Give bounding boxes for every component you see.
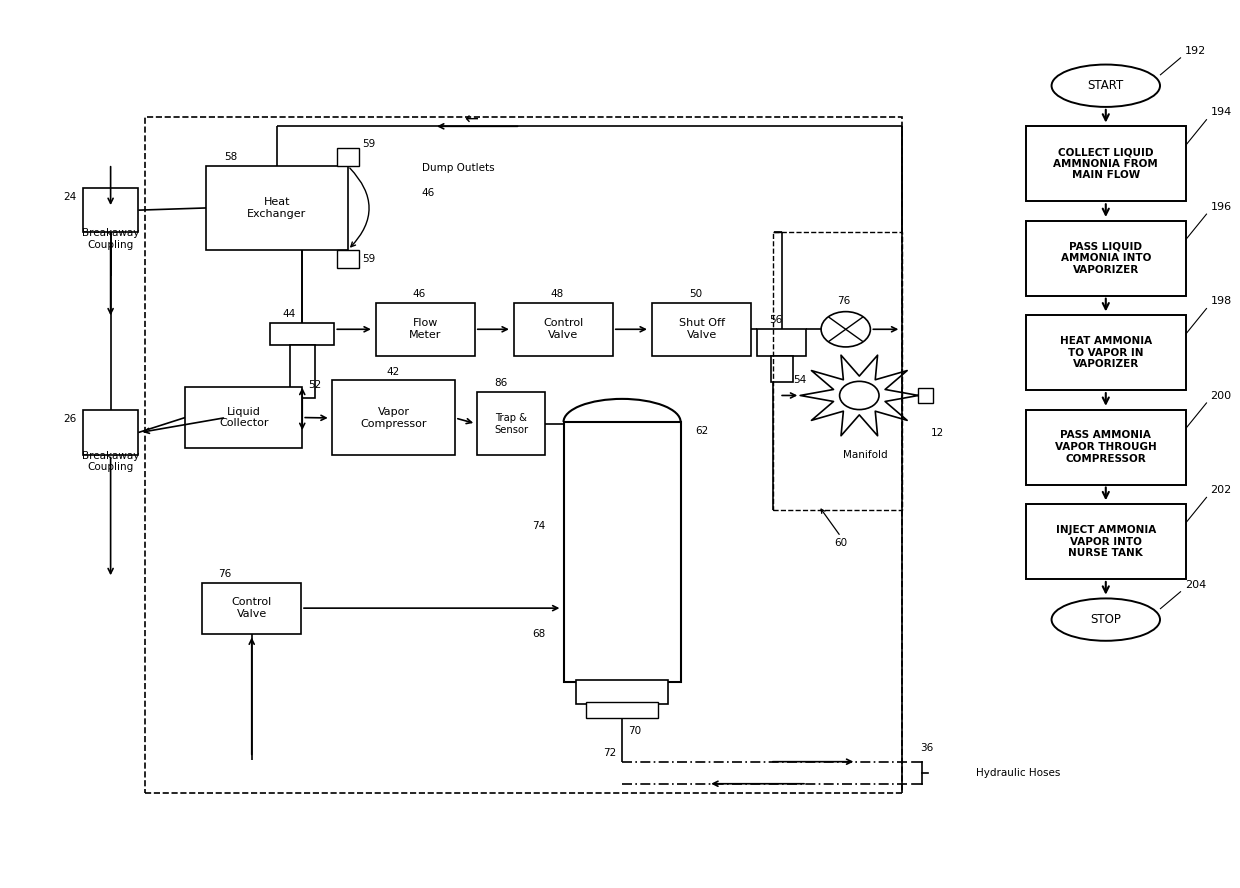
Text: Flow
Meter: Flow Meter bbox=[409, 319, 441, 340]
Bar bbox=[1025, 221, 1185, 296]
Bar bbox=[83, 188, 139, 233]
Ellipse shape bbox=[1052, 65, 1159, 107]
Text: 48: 48 bbox=[551, 289, 564, 299]
Text: 76: 76 bbox=[218, 568, 231, 579]
Bar bbox=[563, 422, 681, 682]
Text: 198: 198 bbox=[1210, 297, 1231, 306]
Bar bbox=[290, 345, 315, 398]
Bar bbox=[185, 386, 303, 448]
Bar bbox=[1025, 126, 1185, 202]
Text: Shut Off
Valve: Shut Off Valve bbox=[678, 319, 724, 340]
Text: Manifold: Manifold bbox=[843, 450, 888, 461]
Bar bbox=[756, 329, 806, 356]
Text: HEAT AMMONIA
TO VAPOR IN
VAPORIZER: HEAT AMMONIA TO VAPOR IN VAPORIZER bbox=[1060, 336, 1152, 369]
Bar bbox=[145, 117, 903, 793]
Text: 44: 44 bbox=[283, 309, 296, 319]
Bar bbox=[270, 322, 335, 345]
Bar bbox=[652, 303, 751, 356]
Text: Breakaway
Coupling: Breakaway Coupling bbox=[82, 451, 139, 472]
Text: 202: 202 bbox=[1210, 485, 1231, 496]
Text: STOP: STOP bbox=[1090, 613, 1121, 626]
Bar bbox=[770, 356, 792, 382]
Text: ←: ← bbox=[464, 110, 479, 128]
Text: 196: 196 bbox=[1210, 202, 1231, 212]
Bar bbox=[585, 702, 658, 718]
Text: 72: 72 bbox=[603, 748, 616, 757]
Text: Dump Outlets: Dump Outlets bbox=[422, 163, 495, 173]
Bar bbox=[337, 250, 358, 267]
Bar bbox=[919, 388, 934, 402]
Bar bbox=[575, 679, 668, 704]
Text: 59: 59 bbox=[362, 139, 376, 149]
Text: 26: 26 bbox=[63, 415, 77, 424]
Text: 62: 62 bbox=[696, 425, 708, 436]
Text: Control
Valve: Control Valve bbox=[543, 319, 584, 340]
Text: Trap &
Sensor: Trap & Sensor bbox=[494, 413, 528, 434]
Text: START: START bbox=[1087, 79, 1123, 92]
Text: 36: 36 bbox=[920, 743, 934, 753]
Text: 194: 194 bbox=[1210, 107, 1231, 117]
Text: Control
Valve: Control Valve bbox=[232, 598, 272, 619]
Text: 204: 204 bbox=[1184, 580, 1207, 590]
Text: 70: 70 bbox=[629, 725, 641, 736]
Text: 50: 50 bbox=[689, 289, 702, 299]
Bar bbox=[1025, 315, 1185, 390]
Text: 52: 52 bbox=[309, 380, 321, 390]
Text: 24: 24 bbox=[63, 192, 77, 202]
Text: PASS AMMONIA
VAPOR THROUGH
COMPRESSOR: PASS AMMONIA VAPOR THROUGH COMPRESSOR bbox=[1055, 431, 1157, 464]
Bar bbox=[515, 303, 613, 356]
Bar bbox=[1025, 409, 1185, 485]
Text: 59: 59 bbox=[362, 254, 376, 264]
Text: 54: 54 bbox=[794, 375, 807, 385]
Text: 46: 46 bbox=[413, 289, 427, 299]
Text: COLLECT LIQUID
AMMNONIA FROM
MAIN FLOW: COLLECT LIQUID AMMNONIA FROM MAIN FLOW bbox=[1054, 147, 1158, 180]
Text: 12: 12 bbox=[930, 428, 944, 439]
Bar bbox=[332, 380, 455, 456]
Text: Liquid
Collector: Liquid Collector bbox=[219, 407, 269, 428]
Text: Hydraulic Hoses: Hydraulic Hoses bbox=[976, 768, 1060, 778]
Text: 56: 56 bbox=[769, 315, 782, 326]
Text: 74: 74 bbox=[532, 521, 546, 531]
Bar bbox=[477, 392, 546, 456]
Text: Heat
Exchanger: Heat Exchanger bbox=[247, 197, 306, 218]
Bar bbox=[83, 410, 139, 455]
Text: 68: 68 bbox=[532, 629, 546, 638]
Bar bbox=[337, 148, 358, 166]
Bar bbox=[202, 583, 301, 634]
Text: 192: 192 bbox=[1184, 45, 1207, 56]
Bar bbox=[773, 233, 903, 511]
Bar bbox=[376, 303, 475, 356]
Text: 42: 42 bbox=[387, 367, 401, 377]
Text: PASS LIQUID
AMMONIA INTO
VAPORIZER: PASS LIQUID AMMONIA INTO VAPORIZER bbox=[1060, 242, 1151, 275]
Text: INJECT AMMONIA
VAPOR INTO
NURSE TANK: INJECT AMMONIA VAPOR INTO NURSE TANK bbox=[1055, 525, 1156, 559]
Text: 60: 60 bbox=[835, 538, 847, 548]
Bar bbox=[1025, 504, 1185, 579]
Text: 200: 200 bbox=[1210, 391, 1231, 400]
Bar bbox=[206, 166, 348, 250]
Text: Breakaway
Coupling: Breakaway Coupling bbox=[82, 228, 139, 250]
Ellipse shape bbox=[1052, 599, 1159, 641]
Text: 58: 58 bbox=[224, 152, 238, 163]
Text: Vapor
Compressor: Vapor Compressor bbox=[360, 408, 427, 429]
Text: 76: 76 bbox=[837, 296, 849, 306]
Text: 86: 86 bbox=[495, 378, 508, 388]
Text: 46: 46 bbox=[422, 187, 435, 197]
